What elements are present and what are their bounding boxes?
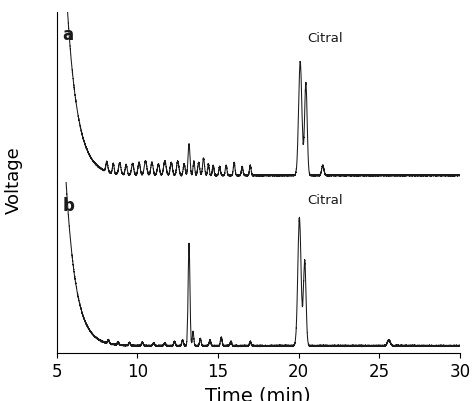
X-axis label: Time (min): Time (min) <box>205 386 311 401</box>
Text: Citral: Citral <box>308 32 343 45</box>
Text: Citral: Citral <box>308 194 343 207</box>
Text: a: a <box>63 26 73 44</box>
Text: Voltage: Voltage <box>5 147 23 214</box>
Text: b: b <box>63 196 74 215</box>
